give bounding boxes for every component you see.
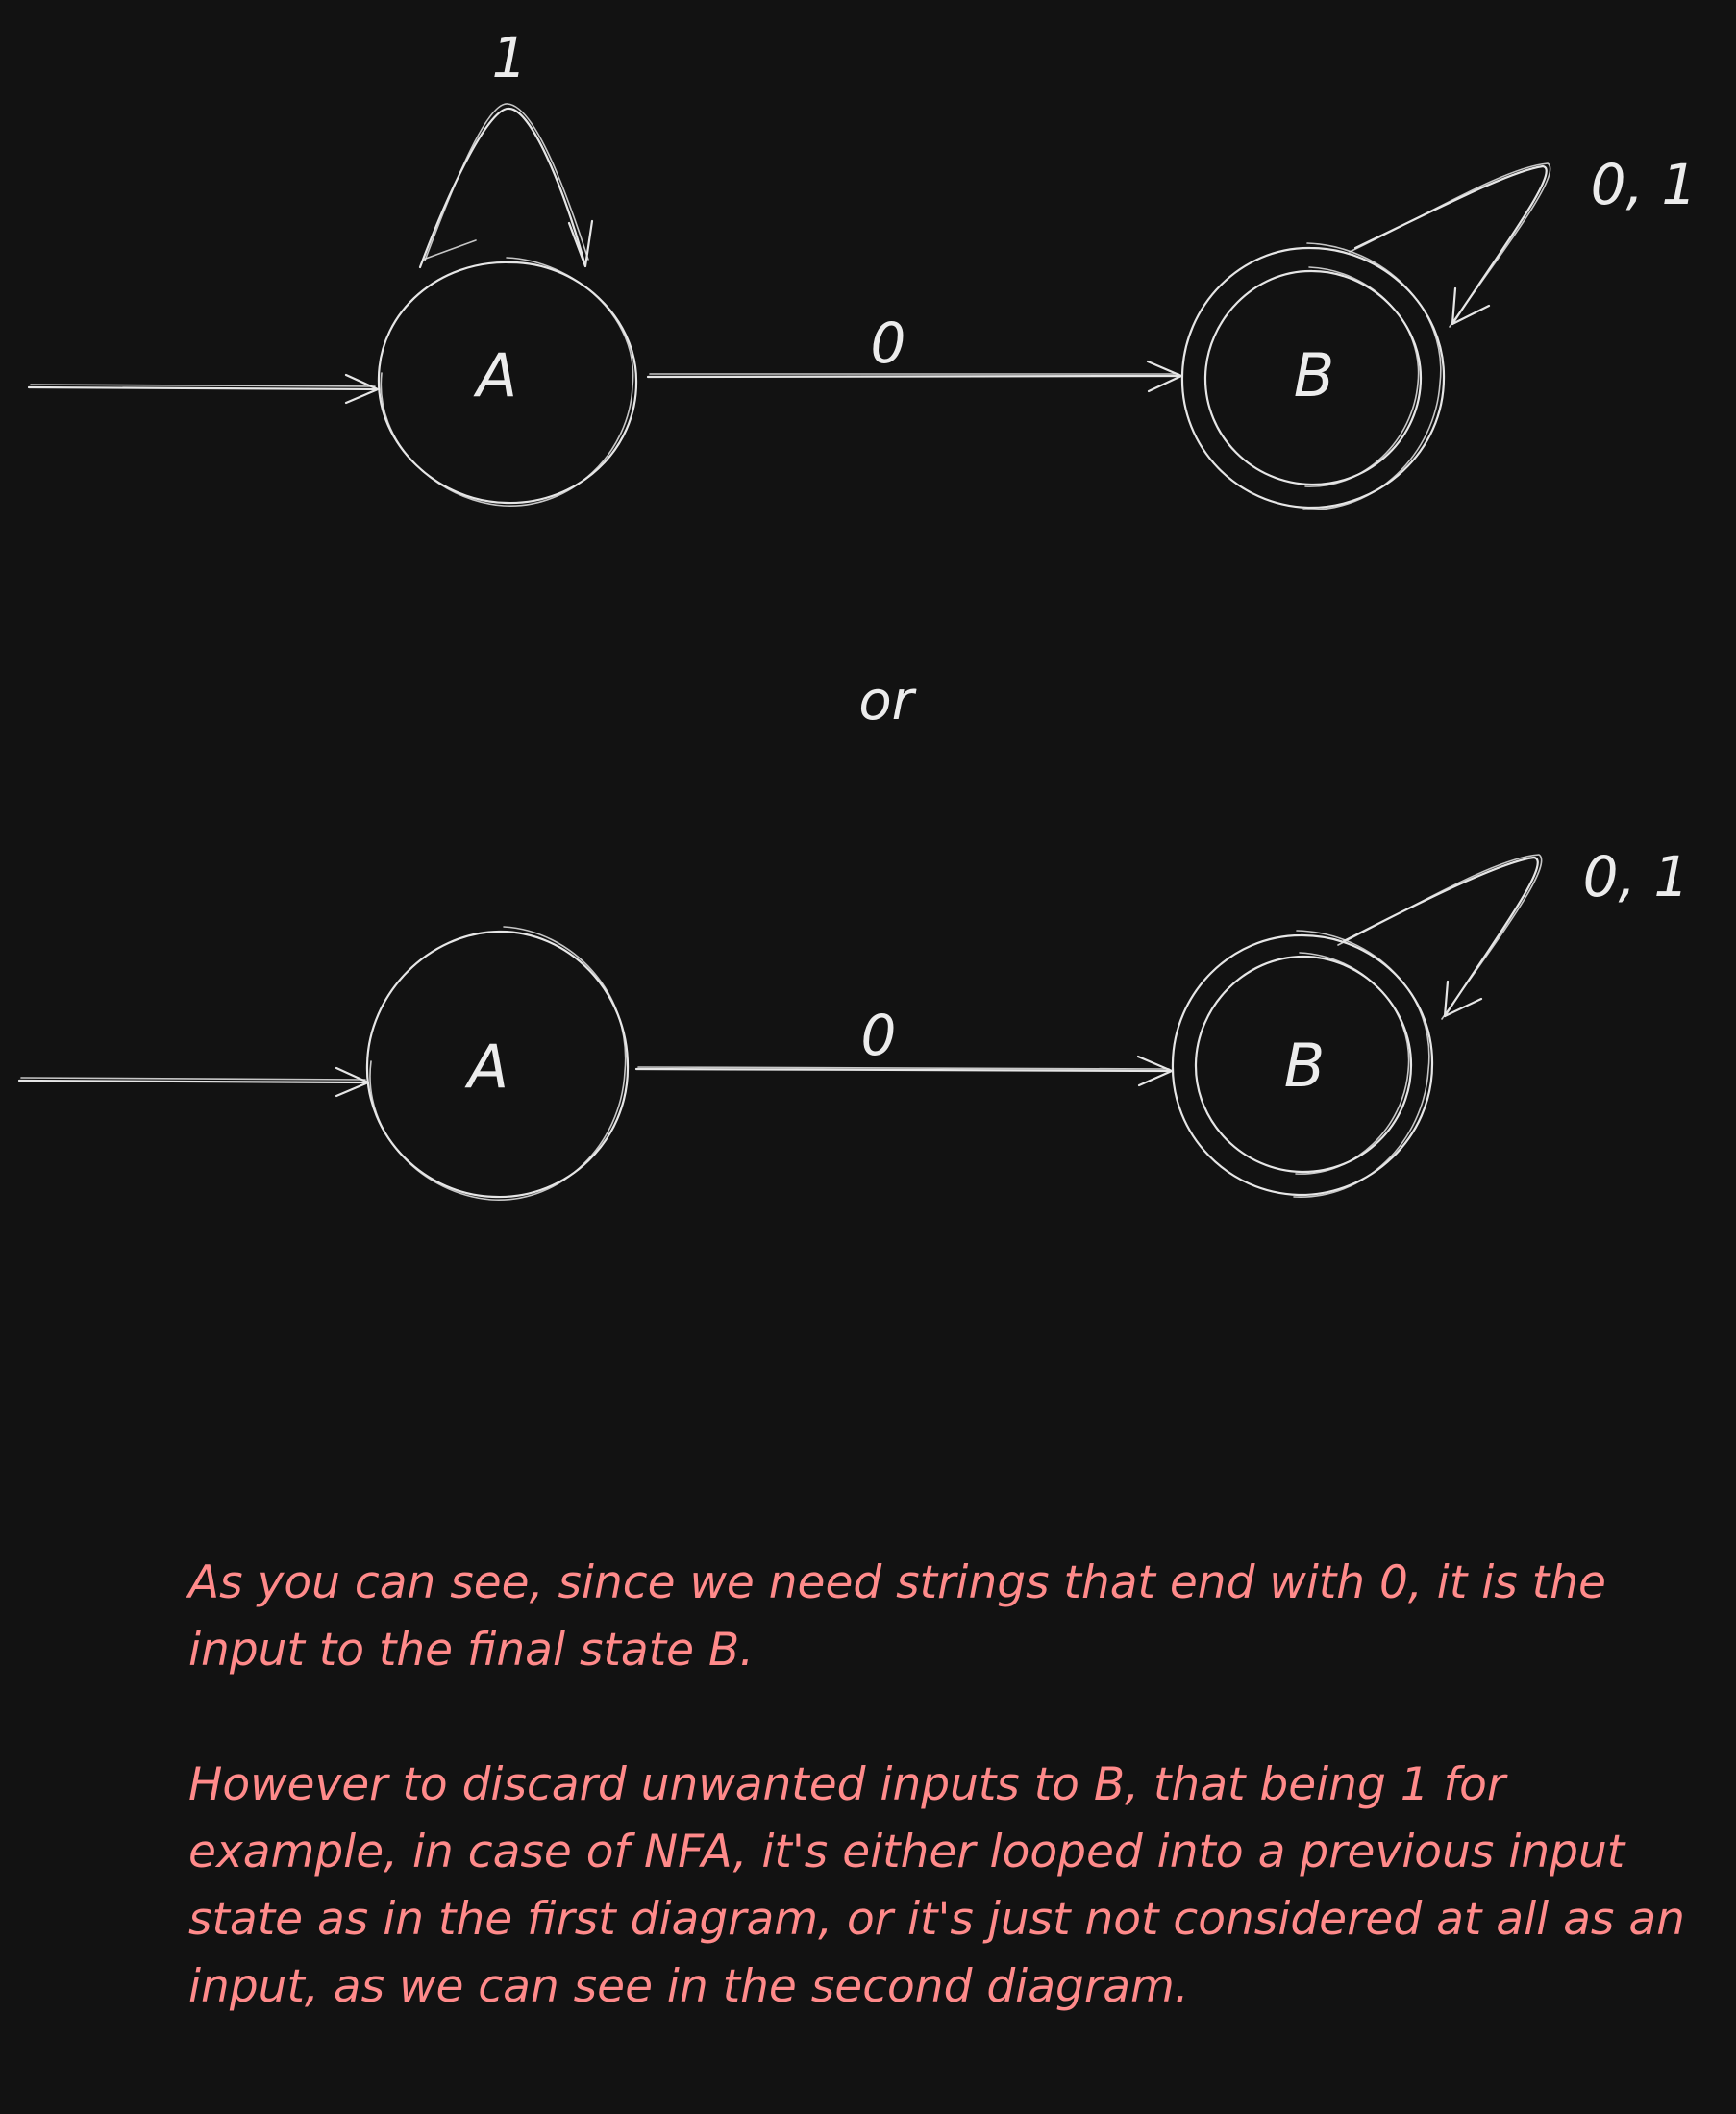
diagram-1-edge-a-b-label: 0: [871, 311, 906, 376]
diagram-2-loop-b: 0, 1: [1337, 844, 1690, 1020]
diagram-2-edge-a-b: 0: [634, 1003, 1174, 1087]
diagram-2-state-b-label: B: [1284, 1031, 1326, 1101]
diagram-1-edge-a-b: 0: [646, 311, 1183, 393]
diagram-1-loop-b: 0, 1: [1349, 152, 1698, 328]
diagram-2: A 0 B 0, 1: [17, 844, 1690, 1201]
explanation-paragraph-2: However to discard unwanted inputs to B,…: [188, 1758, 1685, 2013]
separator-label: or: [858, 670, 916, 733]
diagram-2-edge-a-b-label: 0: [861, 1003, 897, 1068]
explanation-note: As you can see, since we need strings th…: [188, 1550, 1688, 2021]
explanation-paragraph-1: As you can see, since we need strings th…: [188, 1556, 1606, 1677]
diagram-1-state-b-label: B: [1294, 340, 1335, 410]
diagram-1-loop-a: 1: [418, 25, 594, 269]
diagram-2-start-arrow: [17, 1066, 370, 1098]
diagram-1-loop-b-label: 0, 1: [1591, 152, 1698, 217]
diagram-1-start-arrow: [27, 373, 380, 405]
diagram-2-state-a: A: [365, 926, 630, 1201]
diagram-2-state-a-label: A: [464, 1032, 508, 1102]
diagram-2-loop-b-label: 0, 1: [1583, 844, 1690, 909]
diagram-1-state-a-label: A: [473, 340, 517, 410]
diagram-1-state-b: B: [1180, 242, 1446, 510]
diagram-2-state-b: B: [1171, 930, 1434, 1198]
diagram-1-loop-a-label: 1: [492, 25, 528, 90]
diagram-1-state-a: A: [377, 257, 638, 507]
diagram-1: A 1 0 B 0, 1: [27, 25, 1698, 510]
